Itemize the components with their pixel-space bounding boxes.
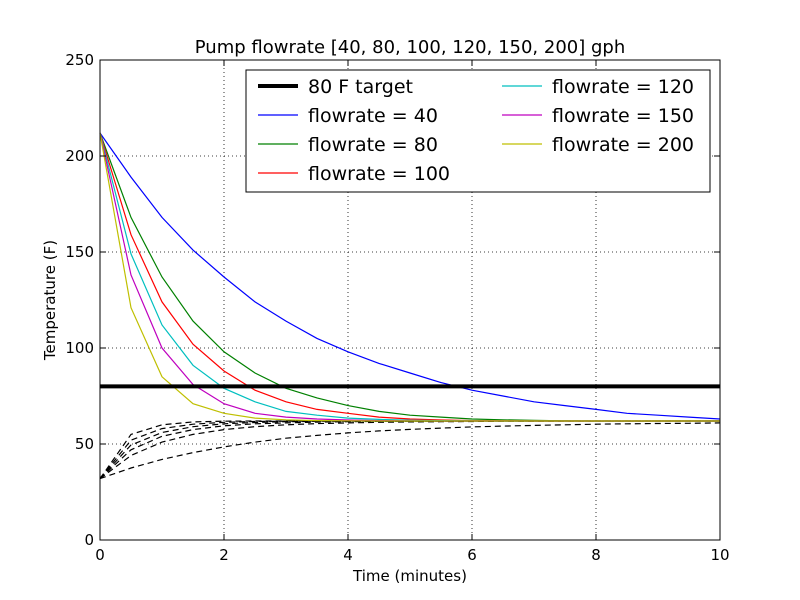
plot-frame: [99, 59, 721, 541]
chart-title: Pump flowrate [40, 80, 100, 120, 150, 20…: [195, 37, 625, 58]
y-tick-label: 50: [75, 435, 94, 453]
y-tick-label: 150: [65, 243, 94, 261]
legend-label: flowrate = 40: [308, 105, 438, 127]
x-tick-label: 6: [467, 546, 477, 564]
y-axis-label: Temperature (F): [41, 240, 59, 361]
x-axis-label: Time (minutes): [352, 567, 467, 585]
series-line: [99, 132, 720, 422]
y-tick-label: 100: [65, 339, 94, 357]
dashed-series-line: [99, 422, 721, 480]
x-tick-label: 2: [219, 546, 229, 564]
legend-label: 80 F target: [308, 76, 413, 98]
legend-label: flowrate = 100: [308, 163, 450, 185]
legend-label: flowrate = 80: [308, 134, 438, 156]
x-tick-label: 4: [343, 546, 353, 564]
dashed-series-line: [99, 420, 720, 480]
series-line: [99, 132, 721, 420]
legend-label: flowrate = 120: [552, 76, 694, 98]
legend-box: [245, 69, 711, 193]
x-tick-label: 0: [95, 546, 105, 564]
legend-label: flowrate = 150: [552, 105, 694, 127]
series-layer: [99, 132, 721, 480]
y-tick-label: 0: [84, 531, 94, 549]
y-tick-label: 250: [65, 51, 94, 69]
x-tick-label: 10: [710, 546, 729, 564]
y-tick-label: 200: [65, 147, 94, 165]
legend: 80 F target flowrate = 40 flowrate = 80 flo…: [245, 69, 711, 193]
x-tick-label: 8: [591, 546, 601, 564]
legend-label: flowrate = 200: [552, 134, 694, 156]
